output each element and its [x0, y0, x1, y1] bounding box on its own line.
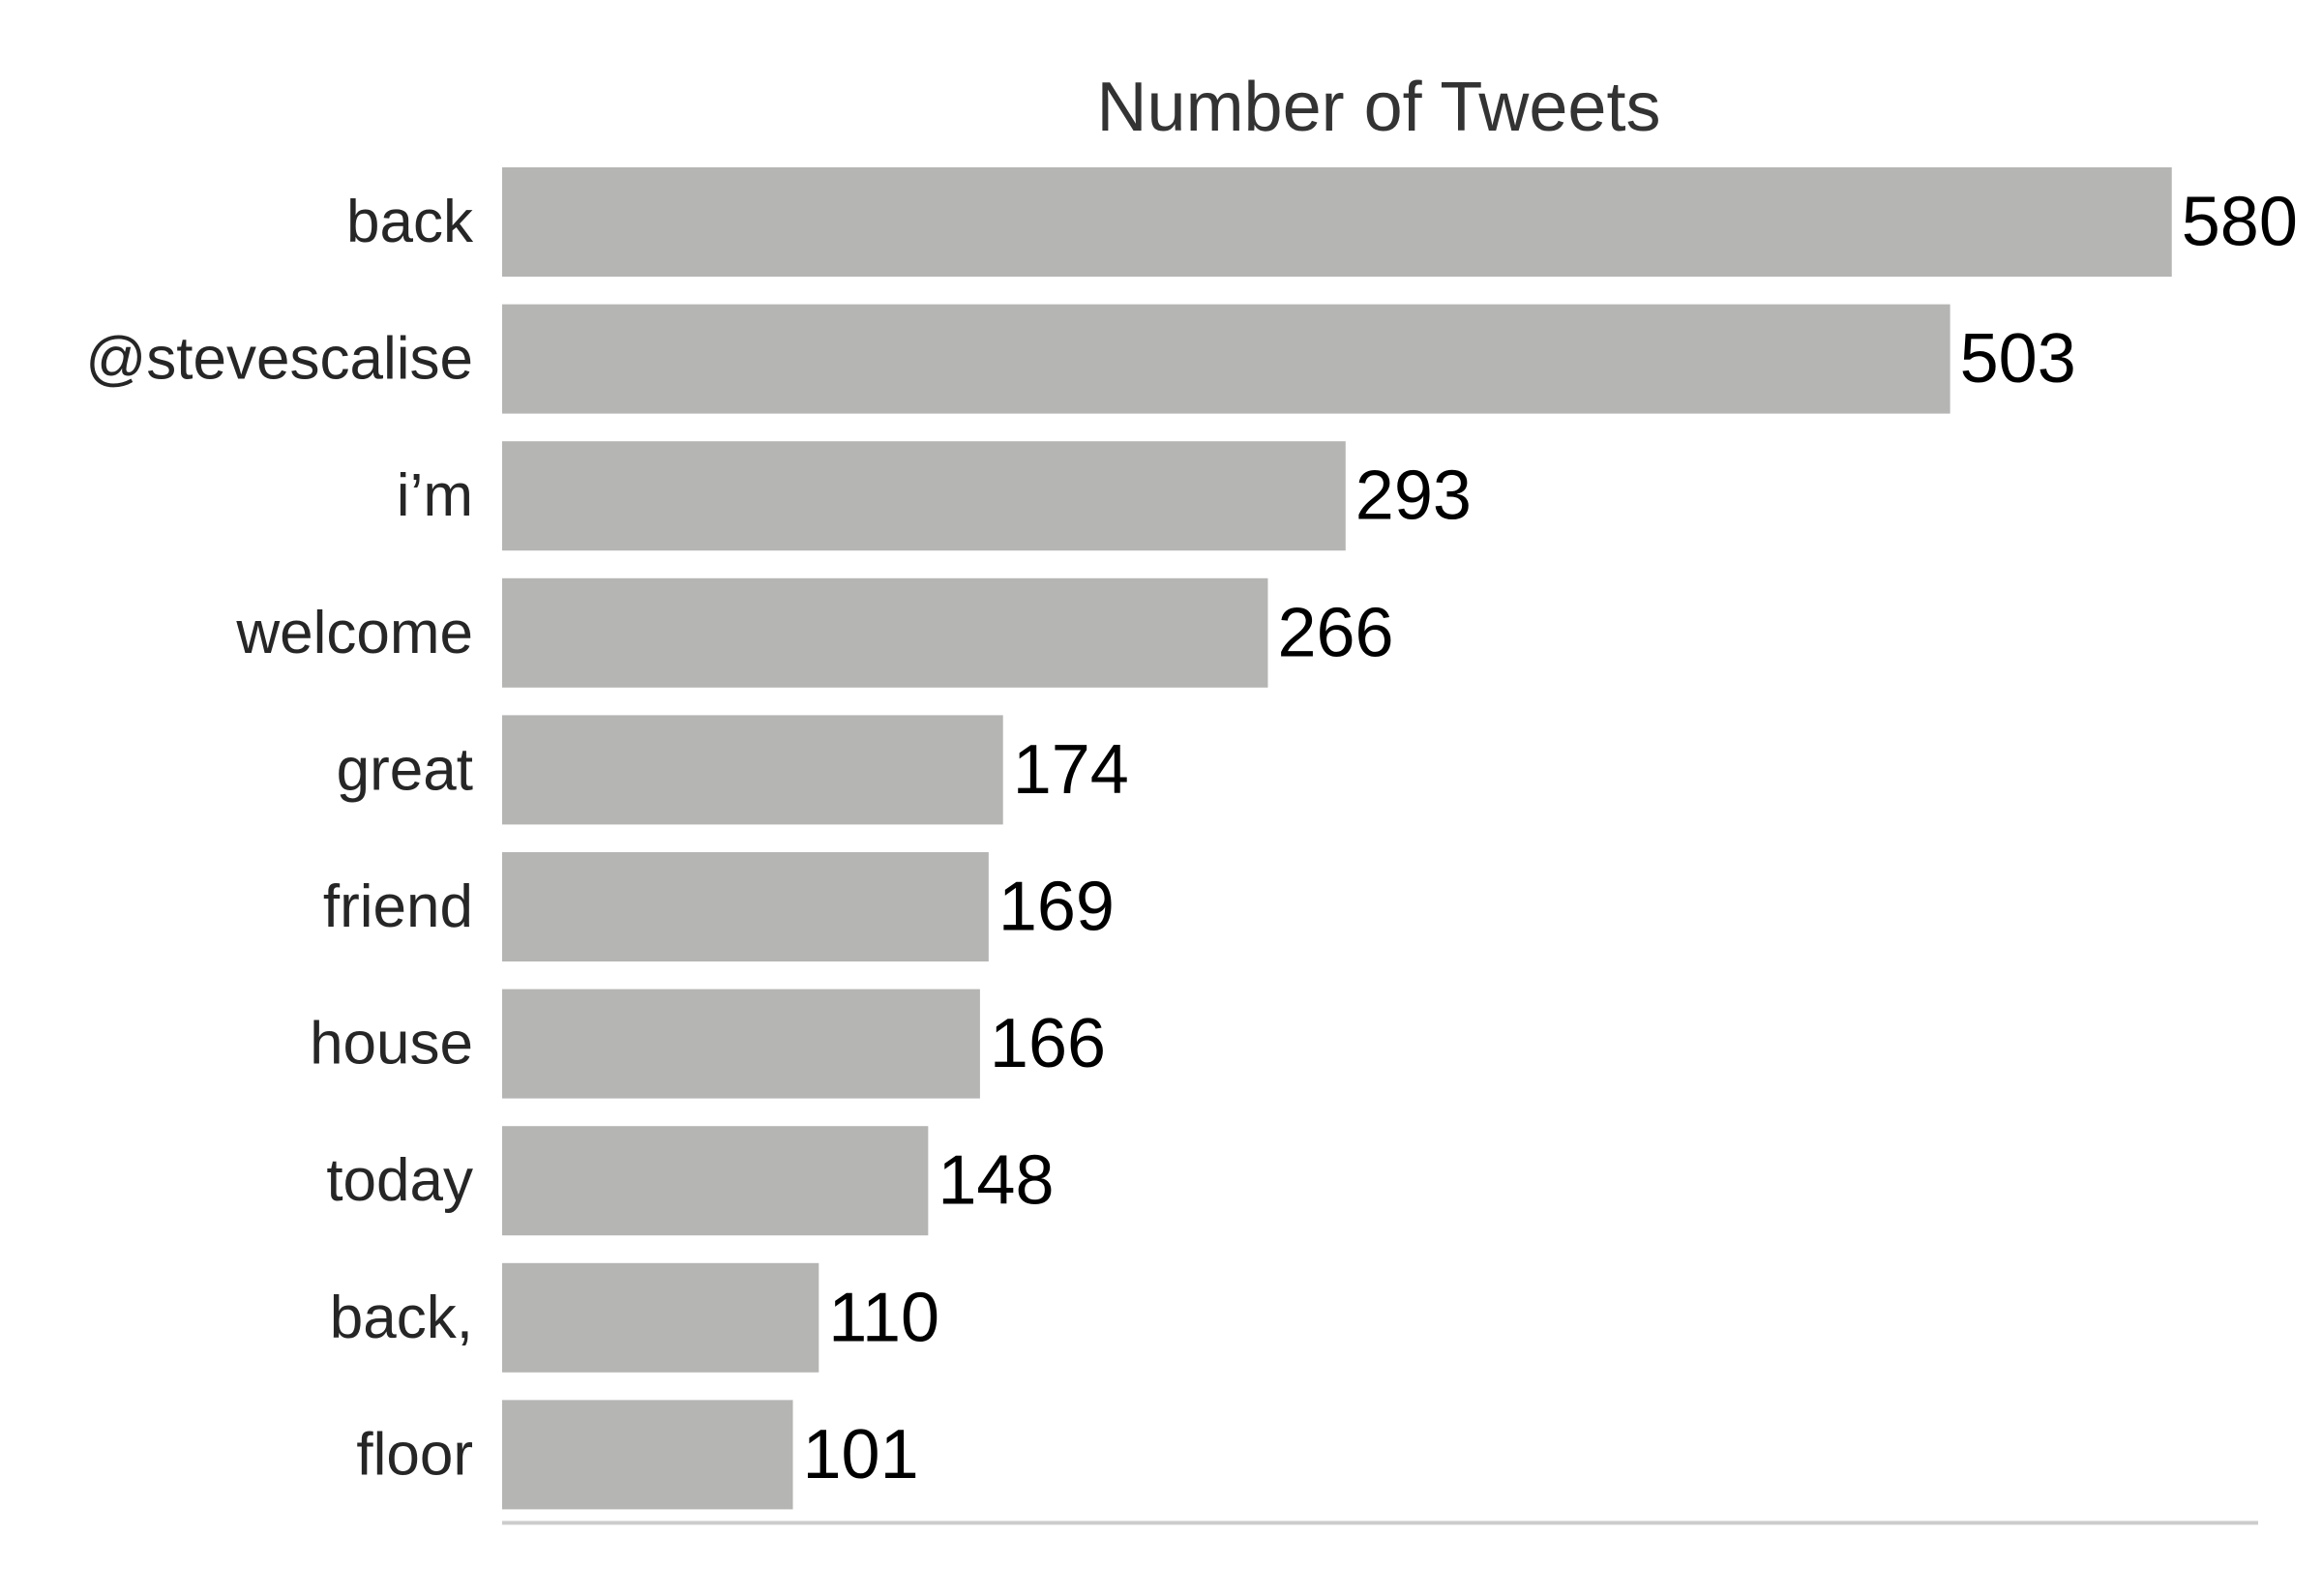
category-tick-label: floor: [356, 1421, 473, 1488]
bar-value-label: 503: [1960, 320, 2076, 398]
chart-title: Number of Tweets: [1097, 69, 1661, 146]
category-tick-label: today: [326, 1147, 473, 1214]
bar: [502, 441, 1346, 551]
category-tick-label: back: [346, 189, 474, 255]
bar: [502, 1400, 793, 1510]
category-tick-label: friend: [323, 873, 473, 940]
bar: [502, 1126, 929, 1236]
category-tick-label: house: [310, 1011, 473, 1078]
bar-value-label: 174: [1013, 731, 1129, 809]
bars-group: [502, 167, 2172, 1510]
category-tick-label: @stevescalise: [85, 326, 473, 393]
bar-value-label: 148: [938, 1142, 1054, 1220]
category-tick-label: back,: [330, 1285, 473, 1351]
bar: [502, 167, 2172, 277]
category-tick-label: i’m: [397, 462, 473, 529]
category-labels-group: back @stevescalise i’m welcome great friend ho…: [85, 189, 474, 1488]
bar: [502, 577, 1268, 688]
bar-value-label: 101: [803, 1416, 919, 1493]
bar-value-label: 166: [990, 1005, 1106, 1082]
bar: [502, 715, 1003, 825]
bar: [502, 1262, 819, 1373]
value-labels-group: 580 503 293 266 174 169 166 148 110 101: [803, 184, 2298, 1493]
bar-value-label: 169: [998, 869, 1115, 946]
category-tick-label: welcome: [235, 600, 473, 666]
bar: [502, 852, 989, 961]
bar-value-label: 266: [1277, 594, 1393, 671]
bar-value-label: 110: [828, 1279, 939, 1356]
category-tick-label: great: [337, 736, 473, 803]
bar: [502, 989, 980, 1099]
bar-value-label: 293: [1355, 458, 1472, 535]
bar-value-label: 580: [2182, 184, 2298, 261]
bar: [502, 304, 1950, 414]
